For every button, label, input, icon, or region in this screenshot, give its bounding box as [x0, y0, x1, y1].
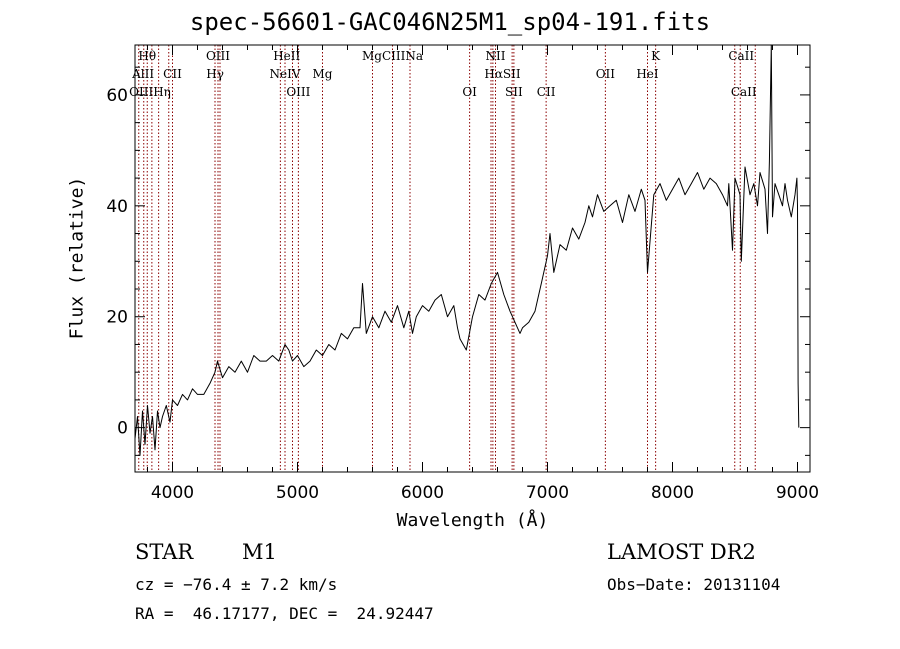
line-label-18: SII [505, 85, 523, 99]
line-label-2: CII [163, 67, 182, 81]
line-label-7: Mg [313, 67, 333, 81]
line-label-4: Hγ [206, 67, 224, 81]
plot-frame [134, 44, 811, 473]
y-tick-label-40: 40 [106, 197, 128, 217]
redshift-velocity: cz = −76.4 ± 7.2 km/s [135, 575, 338, 594]
line-label-11: K [651, 49, 661, 63]
line-label-3: OIII [206, 49, 230, 63]
line-label-14: CaII [728, 49, 754, 63]
line-label-9: NII [486, 49, 506, 63]
x-tick-label-5000: 5000 [276, 483, 319, 503]
chart-title: spec-56601-GAC046N25M1_sp04-191.fits [189, 8, 711, 36]
line-labels: Hθ AlII CII OIII Hγ HeII NeIV Mg MgCIIINa NII HαSI… [129, 49, 757, 99]
x-axis: 4000 5000 6000 7000 8000 9000 [147, 45, 819, 503]
line-label-17: OI [462, 85, 477, 99]
x-tick-label-8000: 8000 [651, 483, 694, 503]
y-axis-label: Flux (relative) [66, 176, 88, 340]
x-tick-label-7000: 7000 [526, 483, 569, 503]
line-label-5: HeII [273, 49, 300, 63]
line-label-15: OIIIHη [129, 85, 171, 99]
y-axis: 0 20 40 60 [106, 66, 810, 456]
survey-name: LAMOST DR2 [607, 540, 756, 564]
y-tick-label-20: 20 [106, 308, 128, 328]
coordinates: RA = 46.17177, DEC = 24.92447 [135, 604, 434, 623]
y-tick-label-0: 0 [117, 419, 128, 439]
line-markers [138, 45, 756, 472]
line-label-19: CII [537, 85, 556, 99]
line-label-1: AlII [131, 67, 154, 81]
x-tick-label-9000: 9000 [776, 483, 819, 503]
line-label-16: OIII [286, 85, 310, 99]
observation-date: Obs−Date: 20131104 [607, 575, 781, 594]
line-label-8: MgCIIINa [362, 49, 423, 63]
object-class: STAR [135, 540, 194, 564]
line-label-13: HeI [636, 67, 659, 81]
series-layer [134, 44, 800, 456]
line-label-6: NeIV [269, 67, 300, 81]
object-subclass: M1 [242, 540, 277, 564]
line-label-0: Hθ [138, 49, 156, 63]
spectrum-line-0 [134, 44, 800, 456]
x-tick-label-4000: 4000 [151, 483, 194, 503]
line-label-12: OII [596, 67, 616, 81]
x-tick-label-6000: 6000 [401, 483, 444, 503]
line-label-10: HαSII [484, 67, 521, 81]
x-axis-label: Wavelength (Å) [396, 510, 549, 531]
line-label-20: CaII [731, 85, 757, 99]
y-tick-label-60: 60 [106, 86, 128, 106]
